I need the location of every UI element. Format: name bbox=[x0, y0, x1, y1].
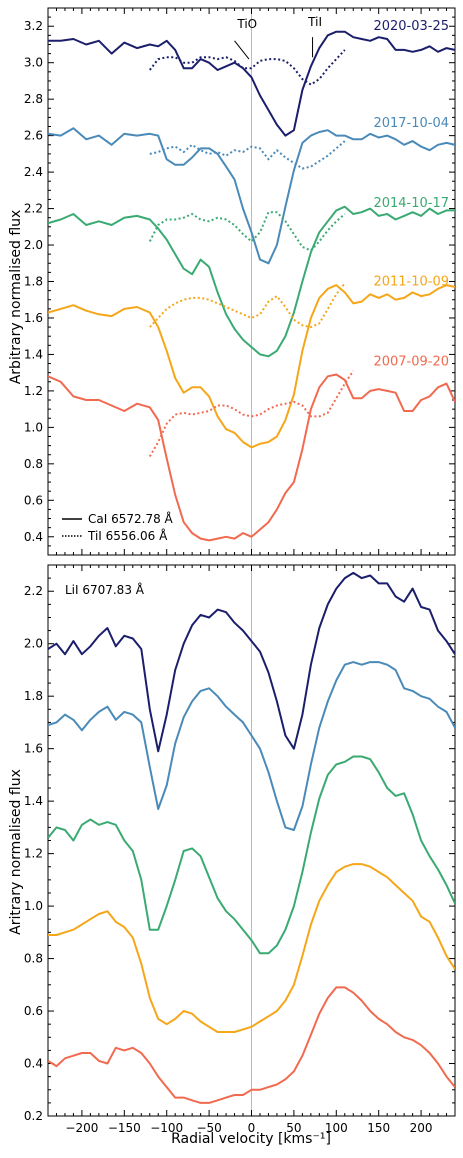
x-tick-label: −200 bbox=[65, 1121, 98, 1135]
annotation-tii: TiI bbox=[307, 15, 322, 29]
date-label-2007-09-20: 2007-09-20 bbox=[373, 355, 449, 370]
series-2017-10-04-bottom bbox=[48, 661, 455, 831]
y-tick-label: 1.0 bbox=[24, 899, 43, 913]
series-2007-09-20-bottom bbox=[48, 986, 455, 1104]
series-2017-10-04-tii-top bbox=[149, 140, 346, 170]
y-tick-label: 1.4 bbox=[24, 347, 43, 361]
y-tick-label: 2.2 bbox=[24, 202, 43, 216]
y-tick-label: 2.8 bbox=[24, 92, 43, 106]
x-tick-label: 150 bbox=[367, 1121, 390, 1135]
y-tick-label: 1.6 bbox=[24, 742, 43, 756]
y-tick-label: 0.8 bbox=[24, 952, 43, 966]
bottom-ylabel: Aritrary normalised flux bbox=[8, 769, 24, 935]
annotation-lii-6707-83: LiI 6707.83 Å bbox=[65, 582, 145, 597]
y-tick-label: 2.0 bbox=[24, 238, 43, 252]
y-tick-label: 2.0 bbox=[24, 637, 43, 651]
series-2014-10-17-top bbox=[48, 205, 455, 358]
series-2017-10-04-top bbox=[48, 127, 455, 265]
annotation-pointer bbox=[234, 40, 250, 60]
x-tick-label: 200 bbox=[410, 1121, 433, 1135]
series-2014-10-17-bottom bbox=[48, 755, 455, 955]
date-label-2017-10-04: 2017-10-04 bbox=[373, 116, 449, 131]
y-tick-label: 2.2 bbox=[24, 584, 43, 598]
series-2011-10-09-top bbox=[48, 284, 455, 449]
y-tick-label: 0.6 bbox=[24, 493, 43, 507]
x-tick-label: 50 bbox=[286, 1121, 301, 1135]
annotation-tio: TiO bbox=[236, 17, 257, 31]
top-panel: 0.4 0.6 0.8 1.0 1.2 1.4 1.6 1.8 2.0 2.2 2.4 2.6 2.8 3… bbox=[24, 7, 456, 556]
date-label-2011-10-09: 2011-10-09 bbox=[373, 275, 449, 290]
y-tick-label: 1.8 bbox=[24, 689, 43, 703]
series-2020-03-25-top bbox=[48, 30, 455, 137]
y-tick-label: 1.8 bbox=[24, 275, 43, 289]
y-tick-label: 1.2 bbox=[24, 384, 43, 398]
x-tick-label: 100 bbox=[325, 1121, 348, 1135]
y-tick-label: 0.2 bbox=[24, 1109, 43, 1123]
series-2011-10-09-bottom bbox=[48, 863, 455, 1033]
series-2007-09-20-top bbox=[48, 373, 455, 542]
y-tick-label: 0.8 bbox=[24, 457, 43, 471]
y-tick-label: 1.2 bbox=[24, 847, 43, 861]
legend-label: CaI 6572.78 Å bbox=[88, 511, 174, 526]
y-tick-label: 2.6 bbox=[24, 129, 43, 143]
x-tick-label: −150 bbox=[108, 1121, 141, 1135]
y-tick-label: 2.4 bbox=[24, 165, 43, 179]
x-tick-label: 0 bbox=[248, 1121, 256, 1135]
y-tick-label: 3.0 bbox=[24, 56, 43, 70]
xlabel: Radial velocity [kms⁻¹] bbox=[171, 1131, 331, 1147]
y-tick-label: 0.4 bbox=[24, 1057, 43, 1071]
legend-label: TiI 6556.06 Å bbox=[87, 528, 168, 543]
y-tick-label: 0.6 bbox=[24, 1004, 43, 1018]
x-tick-label: −100 bbox=[150, 1121, 183, 1135]
y-tick-label: 1.4 bbox=[24, 794, 43, 808]
y-tick-label: 1.0 bbox=[24, 420, 43, 434]
x-tick-label: −50 bbox=[196, 1121, 221, 1135]
series-2007-09-20-tii-top bbox=[148, 370, 355, 458]
bottom-panel: −200 −150 −100 −50 0 50 100 150 200 0.2 0.4 0.6 0.8 1… bbox=[24, 564, 456, 1135]
top-ylabel: Arbitrary normalised flux bbox=[8, 210, 24, 385]
y-tick-label: 0.4 bbox=[24, 530, 43, 544]
series-2020-03-25-bottom bbox=[48, 571, 455, 753]
y-tick-label: 1.6 bbox=[24, 311, 43, 325]
y-tick-label: 3.2 bbox=[24, 19, 43, 33]
date-label-2014-10-17: 2014-10-17 bbox=[373, 196, 449, 211]
date-label-2020-03-25: 2020-03-25 bbox=[373, 19, 449, 34]
